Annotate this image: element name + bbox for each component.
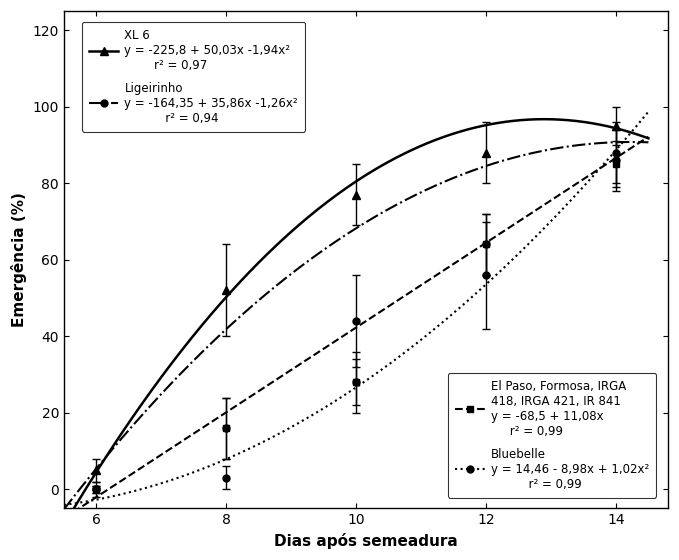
X-axis label: Dias após semeadura: Dias após semeadura [274, 533, 458, 549]
Y-axis label: Emergência (%): Emergência (%) [11, 192, 27, 327]
Legend: El Paso, Formosa, IRGA
418, IRGA 421, IR 841
y = -68,5 + 11,08x
     r² = 0,99, : El Paso, Formosa, IRGA 418, IRGA 421, IR… [448, 373, 656, 498]
